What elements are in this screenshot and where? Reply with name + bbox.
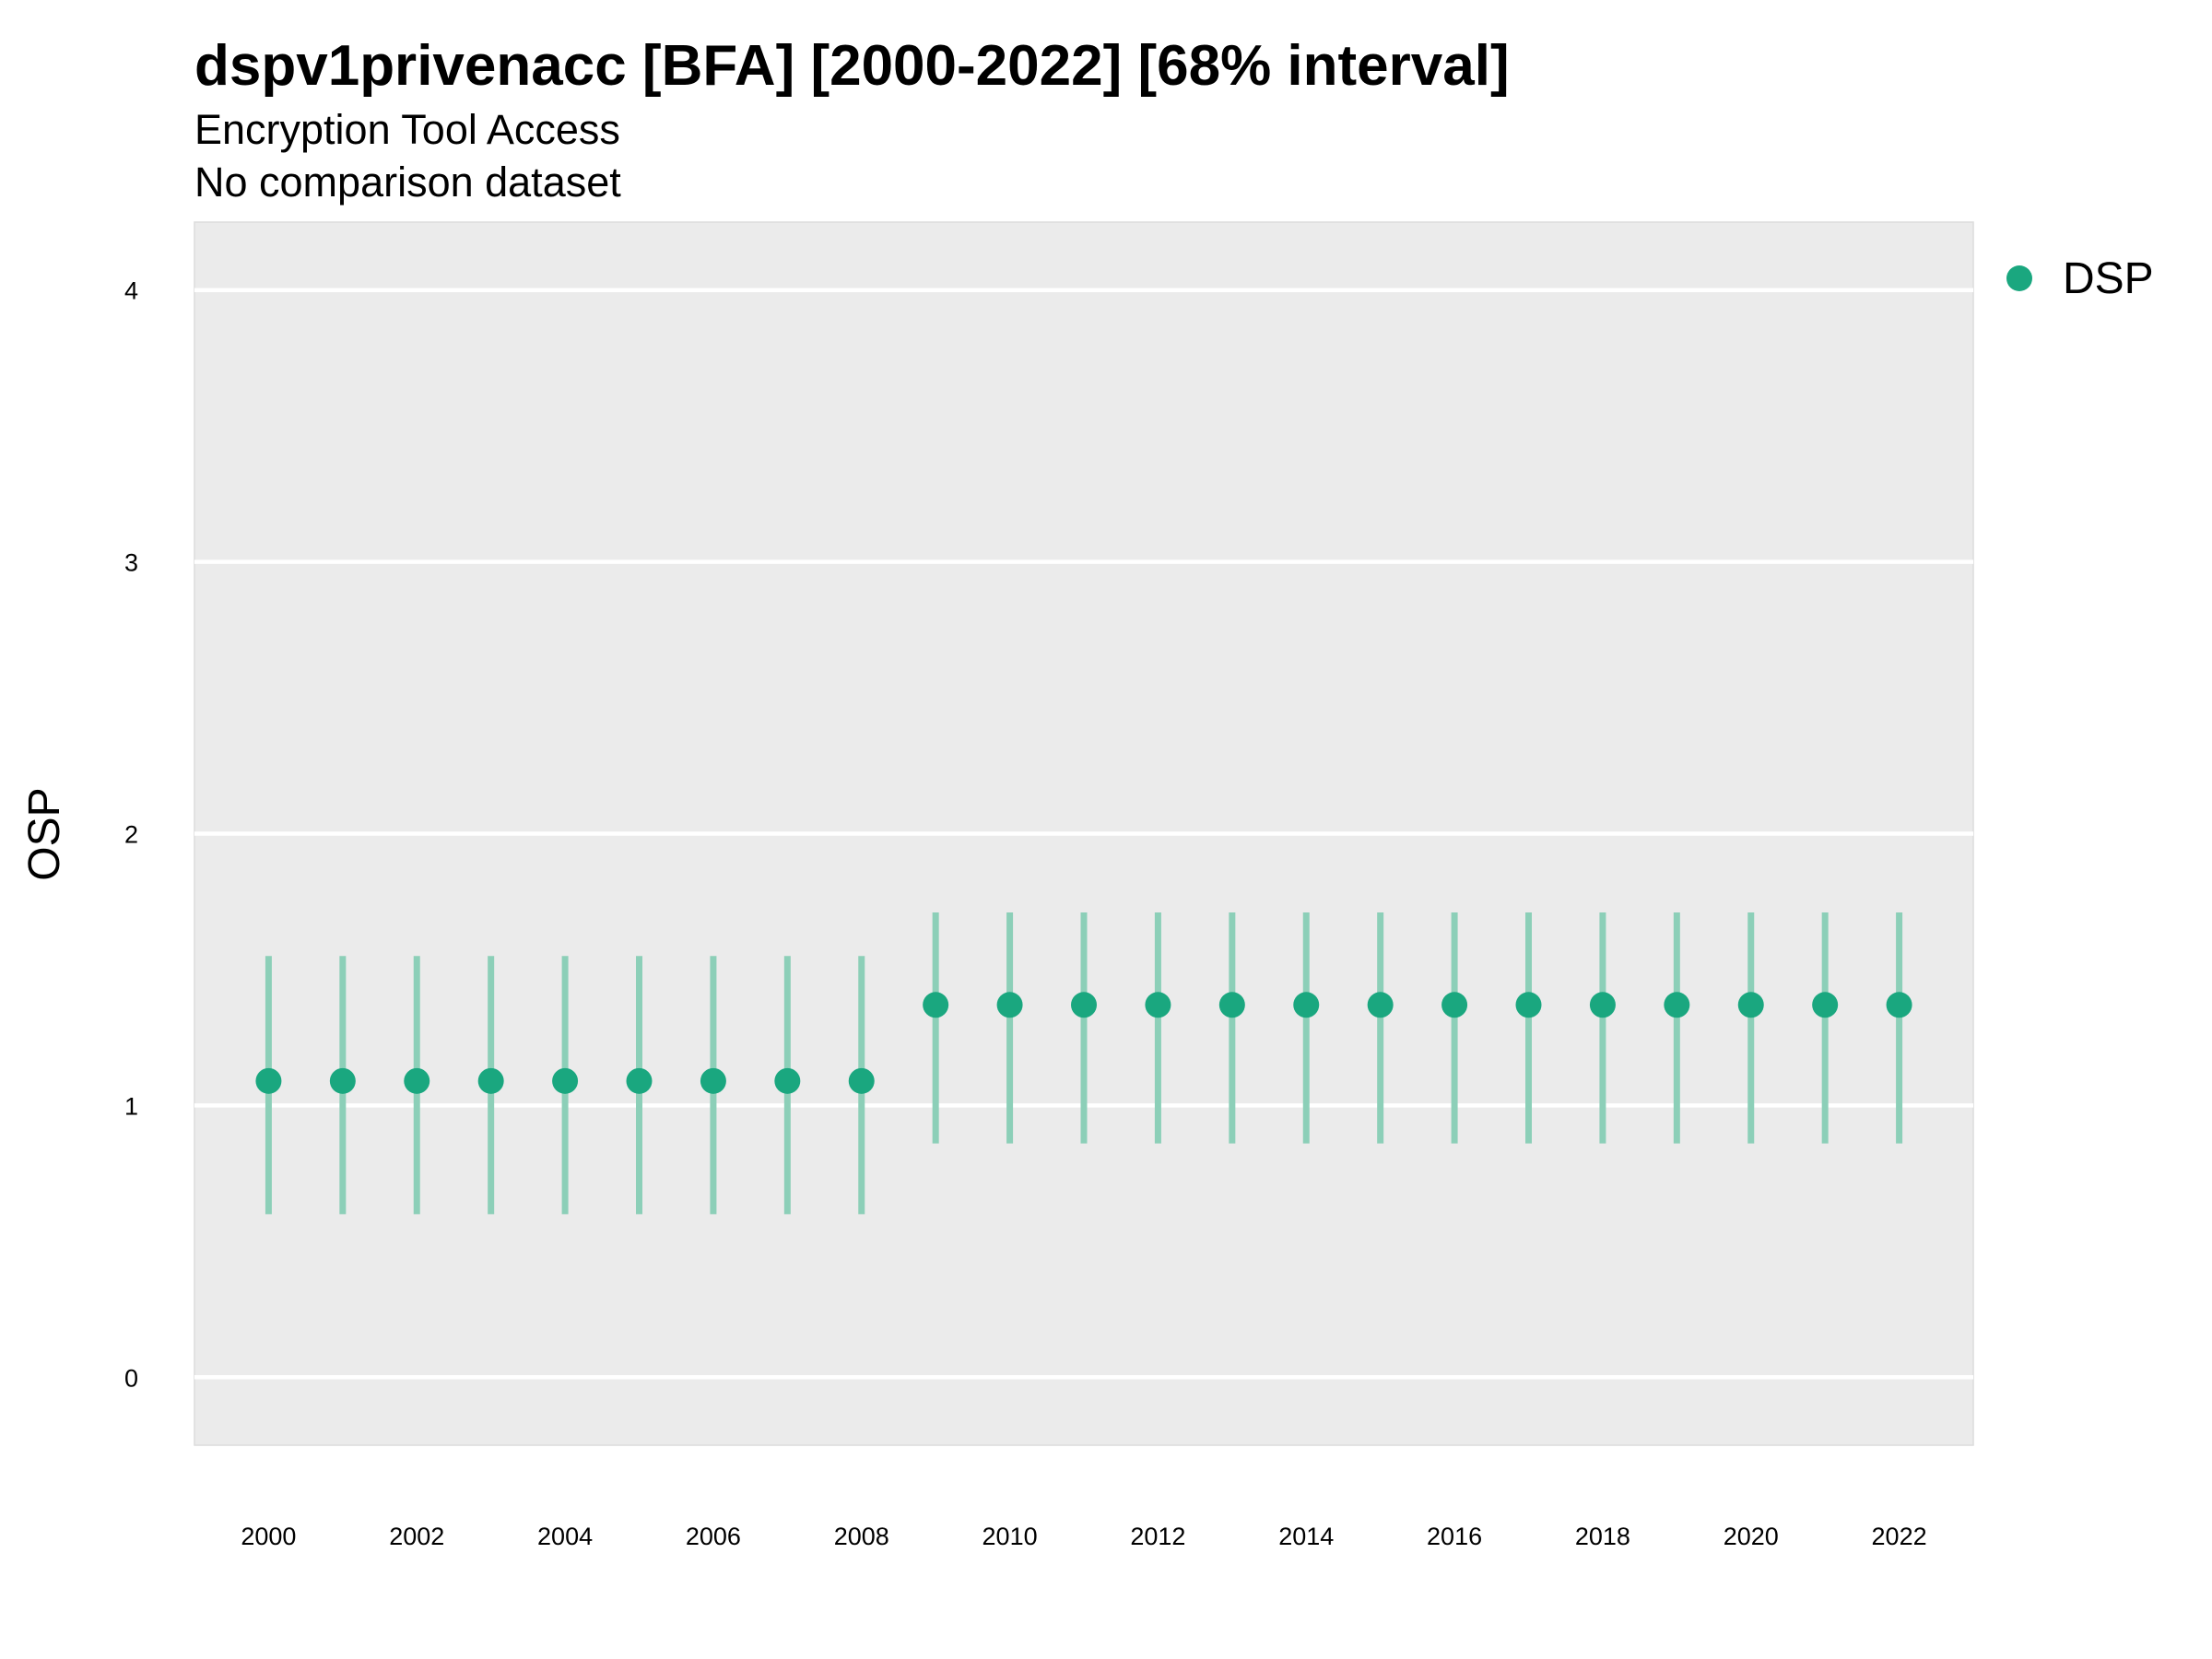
data-point <box>552 1067 579 1094</box>
x-tick-label: 2006 <box>686 1523 741 1550</box>
data-point <box>1071 992 1097 1018</box>
y-tick-label: 3 <box>124 549 138 577</box>
data-point <box>1367 992 1394 1018</box>
data-point <box>848 1067 875 1094</box>
data-point <box>1515 992 1542 1018</box>
data-point <box>1812 992 1839 1018</box>
data-point <box>1441 992 1468 1018</box>
data-point <box>1589 992 1616 1018</box>
data-point <box>1293 992 1320 1018</box>
legend-key-dsp <box>2006 265 2032 291</box>
chart-subtitle-secondary: No comparison dataset <box>194 159 621 206</box>
x-tick-label: 2004 <box>537 1523 593 1550</box>
data-point <box>996 992 1023 1018</box>
data-point <box>774 1067 801 1094</box>
chart-title: dspv1privenacc [BFA] [2000-2022] [68% in… <box>194 34 1510 98</box>
data-point <box>700 1067 726 1094</box>
y-tick-label: 0 <box>124 1364 138 1392</box>
legend-label-dsp: DSP <box>2063 254 2154 303</box>
x-tick-label: 2022 <box>1872 1523 1927 1550</box>
data-point <box>923 992 949 1018</box>
x-tick-label: 2010 <box>982 1523 1038 1550</box>
x-tick-label: 2020 <box>1724 1523 1779 1550</box>
data-point <box>1886 992 1912 1018</box>
data-point <box>1145 992 1171 1018</box>
data-point <box>329 1067 356 1094</box>
x-tick-label: 2012 <box>1130 1523 1185 1550</box>
chart-subtitle: Encryption Tool Access <box>194 106 620 153</box>
x-tick-label: 2008 <box>834 1523 889 1550</box>
legend: DSP <box>2006 254 2154 303</box>
data-point <box>255 1067 282 1094</box>
y-tick-label: 4 <box>124 277 138 305</box>
x-tick-label: 2018 <box>1575 1523 1630 1550</box>
data-point <box>1218 992 1245 1018</box>
x-tick-label: 2014 <box>1278 1523 1334 1550</box>
data-point <box>404 1067 430 1094</box>
x-tick-label: 2002 <box>389 1523 444 1550</box>
data-point <box>1664 992 1690 1018</box>
x-tick-label: 2016 <box>1427 1523 1482 1550</box>
y-axis-title: OSP <box>20 787 69 880</box>
data-point <box>477 1067 504 1094</box>
data-point <box>626 1067 653 1094</box>
x-tick-labels: 2000 2002 2004 2006 2008 2010 2012 2014 2016 2018… <box>241 1523 1926 1550</box>
y-tick-labels: 0 1 2 3 4 <box>124 277 138 1393</box>
data-point <box>1737 992 1764 1018</box>
data-marks <box>255 912 1912 1215</box>
y-tick-label: 2 <box>124 821 138 849</box>
y-tick-label: 1 <box>124 1092 138 1120</box>
x-tick-label: 2000 <box>241 1523 296 1550</box>
